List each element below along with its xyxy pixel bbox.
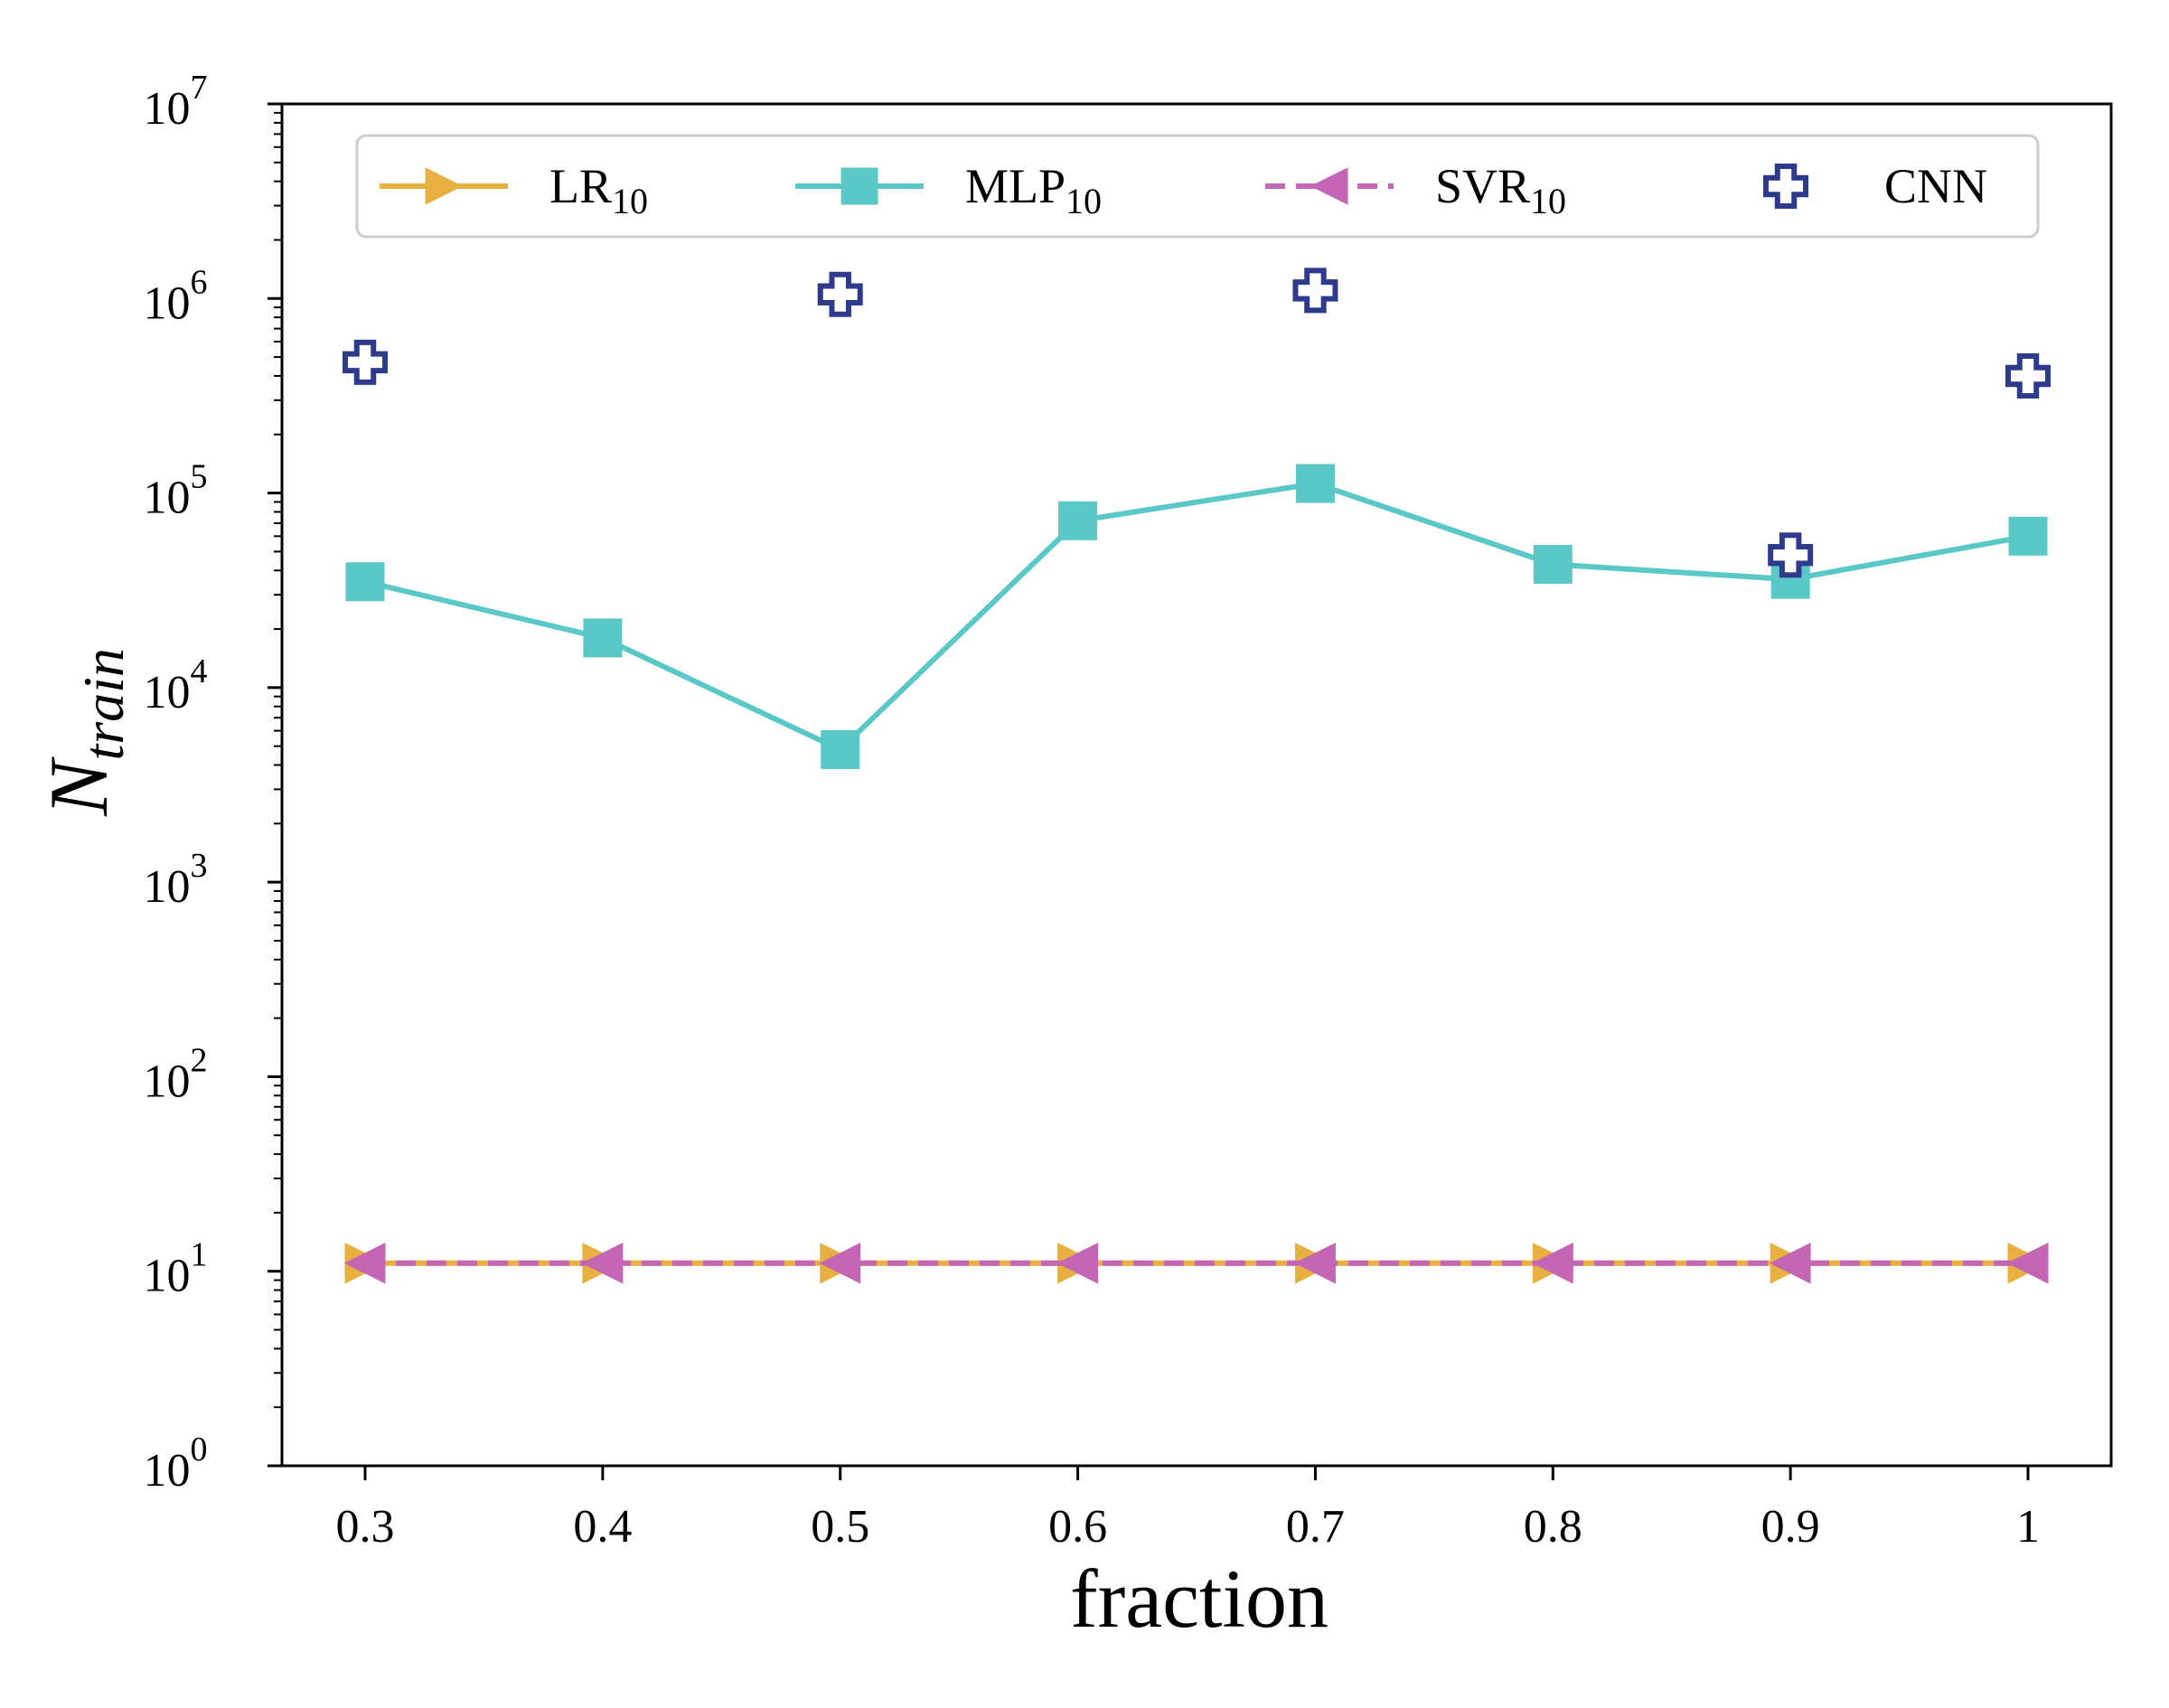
series-mlp xyxy=(345,464,2048,769)
legend-marker-cnn xyxy=(1763,164,1808,209)
x-tick-label: 0.5 xyxy=(811,1501,869,1553)
y-tick-label: 103 xyxy=(144,847,208,913)
legend-label-mlp: MLP10 xyxy=(965,159,1102,221)
y-tick-label: 101 xyxy=(144,1236,208,1302)
series-cnn xyxy=(343,267,2051,578)
legend-entry-svr: SVR10 xyxy=(1265,159,1566,221)
y-tick-label: 107 xyxy=(144,69,208,135)
x-tick-label: 0.3 xyxy=(336,1501,395,1553)
x-axis-label: fraction xyxy=(1070,1553,1329,1645)
y-axis-label: Ntrain xyxy=(33,648,136,817)
series-line-mlp xyxy=(364,480,2029,754)
data-point-mlp xyxy=(345,562,385,602)
legend-box xyxy=(355,134,2040,239)
data-point-mlp xyxy=(2008,516,2048,556)
data-point-cnn xyxy=(1768,532,1814,578)
data-point-cnn xyxy=(1292,267,1338,314)
data-point-cnn xyxy=(2005,352,2051,399)
legend-entry-cnn: CNN xyxy=(1763,159,1987,213)
x-tick-label: 0.7 xyxy=(1286,1501,1345,1553)
data-point-cnn xyxy=(817,271,863,317)
ticks-layer: 0.3 0.4 0.5 0.6 0.7 0.8 0.9 1 100 101 102 103 104 105… xyxy=(144,69,2041,1553)
legend-marker-lr xyxy=(425,167,464,205)
plot-frame xyxy=(280,102,2113,1468)
y-tick-label: 104 xyxy=(144,652,208,718)
series-svr xyxy=(343,1242,2049,1284)
legend: LR10 MLP10 SVR10 CNN xyxy=(355,134,2040,239)
legend-marker-svr xyxy=(1310,167,1348,205)
x-tick-label: 1 xyxy=(2016,1501,2040,1553)
y-axis-label-sub: train xyxy=(71,648,136,760)
data-point-svr xyxy=(581,1242,624,1284)
data-point-mlp xyxy=(1295,464,1335,503)
data-point-svr xyxy=(819,1242,861,1284)
data-point-svr xyxy=(1294,1242,1336,1284)
x-tick-label: 0.9 xyxy=(1761,1501,1820,1553)
x-tick-label: 0.6 xyxy=(1048,1501,1107,1553)
series-layer xyxy=(343,267,2051,1284)
data-point-mlp xyxy=(1058,501,1098,540)
legend-label-svr: SVR10 xyxy=(1435,159,1566,221)
legend-entry-lr: LR10 xyxy=(380,159,648,221)
y-tick-label: 102 xyxy=(144,1041,208,1107)
data-point-svr xyxy=(1056,1242,1099,1284)
legend-marker-mlp xyxy=(840,167,878,205)
data-point-mlp xyxy=(1533,544,1573,584)
y-tick-label: 105 xyxy=(144,458,208,524)
x-tick-label: 0.4 xyxy=(573,1501,632,1553)
data-point-mlp xyxy=(821,729,860,769)
data-point-svr xyxy=(343,1242,386,1284)
data-point-mlp xyxy=(583,618,623,658)
data-point-svr xyxy=(2006,1242,2049,1284)
x-tick-label: 0.8 xyxy=(1524,1501,1582,1553)
y-tick-label: 106 xyxy=(144,263,208,329)
y-axis-label-main: N xyxy=(33,756,125,817)
data-point-svr xyxy=(1532,1242,1573,1284)
data-point-svr xyxy=(1770,1242,1811,1284)
data-point-cnn xyxy=(343,339,388,385)
legend-label-lr: LR10 xyxy=(549,159,648,221)
legend-entry-mlp: MLP10 xyxy=(795,159,1102,221)
y-tick-label: 100 xyxy=(144,1431,208,1497)
legend-label-cnn: CNN xyxy=(1884,159,1987,213)
